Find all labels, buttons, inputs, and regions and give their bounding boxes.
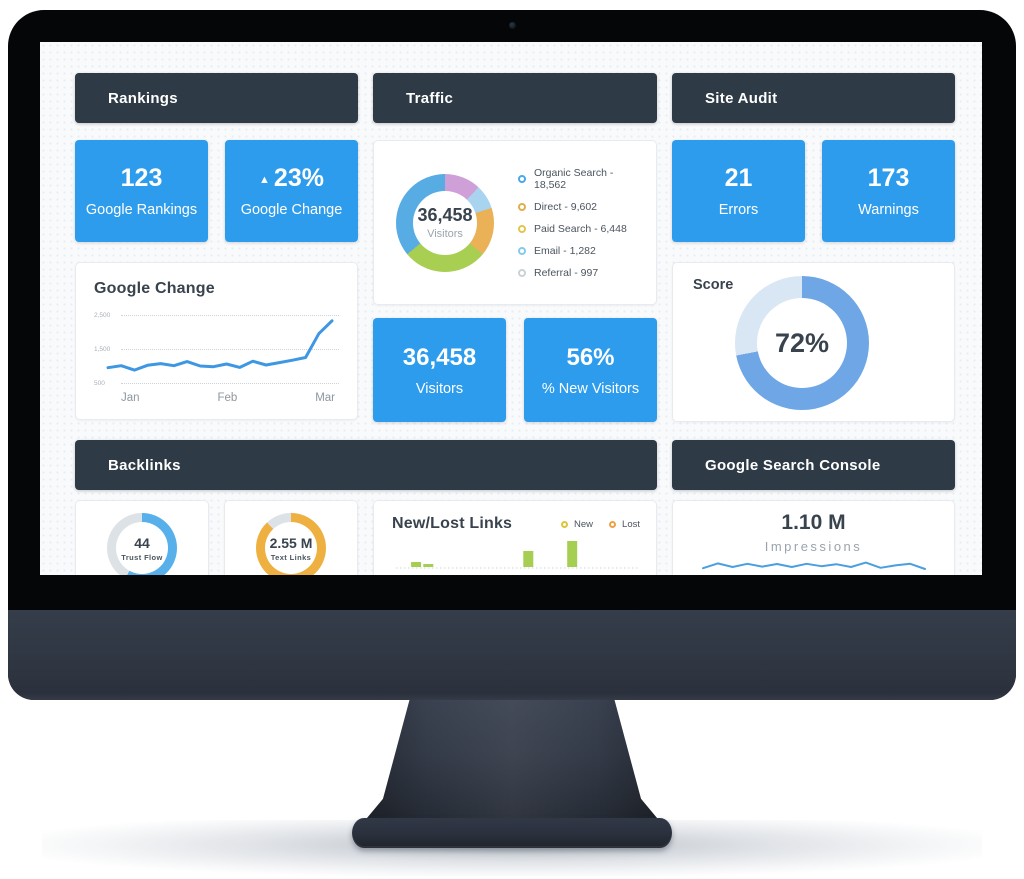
legend-item-referral[interactable]: Referral - 997: [518, 267, 642, 279]
legend-direct-label: Direct - 9,602: [534, 200, 598, 213]
text-links-label: Text Links: [270, 552, 312, 562]
legend-item-email[interactable]: Email - 1,282: [518, 245, 642, 257]
paid-ring-icon: [518, 224, 526, 233]
legend-new-label: New: [574, 518, 594, 530]
google-change-chart-title: Google Change: [94, 280, 215, 297]
trust-flow-value: 44: [134, 534, 150, 551]
score-title: Score: [693, 277, 734, 293]
new-visitors-card[interactable]: 56% % New Visitors: [524, 318, 657, 422]
traffic-section: Traffic 36,458 Visitors Organic Search -…: [373, 73, 657, 422]
google-rankings-label: Google Rankings: [85, 202, 198, 218]
legend-referral-label: Referral - 997: [534, 266, 599, 279]
x-tick-mar: Mar: [315, 392, 335, 404]
up-arrow-icon: ▲: [259, 174, 270, 186]
warnings-card[interactable]: 173 Warnings: [822, 140, 955, 242]
impressions-value: 1.10 M: [781, 511, 846, 534]
rankings-header[interactable]: Rankings: [75, 73, 358, 123]
gsc-header-label: Google Search Console: [705, 456, 881, 474]
y-tick-500: 500: [94, 380, 105, 387]
errors-card[interactable]: 21 Errors: [672, 140, 805, 242]
legend-paid-label: Paid Search - 6,448: [534, 222, 627, 235]
google-change-card[interactable]: ▲ 23% Google Change: [225, 140, 358, 242]
y-tick-2500: 2,500: [94, 312, 111, 319]
legend-item-paid[interactable]: Paid Search - 6,448: [518, 223, 642, 235]
text-links-value: 2.55 M: [269, 534, 313, 551]
new-lost-links-card[interactable]: New/Lost Links New Lost: [373, 500, 657, 575]
new-visitors-value: 56%: [566, 343, 615, 371]
traffic-header[interactable]: Traffic: [373, 73, 657, 123]
google-rankings-card[interactable]: 123 Google Rankings: [75, 140, 208, 242]
google-change-line-chart: 2,500 1,500 500: [94, 311, 343, 387]
new-lost-title: New/Lost Links: [392, 515, 513, 532]
gsc-header[interactable]: Google Search Console: [672, 440, 955, 490]
rankings-section: Rankings 123 Google Rankings ▲ 23% Google…: [75, 73, 358, 422]
errors-label: Errors: [718, 202, 759, 218]
rankings-header-label: Rankings: [108, 89, 178, 107]
dashboard-content: Rankings 123 Google Rankings ▲ 23% Google…: [40, 42, 982, 575]
monitor-stand-base: [352, 818, 672, 848]
visitors-label: Visitors: [415, 380, 464, 397]
legend-item-new[interactable]: New: [561, 519, 593, 530]
visitors-value: 36,458: [402, 343, 477, 371]
google-change-value: 23%: [273, 164, 324, 192]
legend-item-lost[interactable]: Lost: [609, 519, 640, 530]
gridline: [121, 349, 339, 350]
legend-organic-label: Organic Search - 18,562: [534, 166, 614, 191]
text-links-gauge-chart: 2.55 M Text Links: [256, 513, 326, 575]
y-tick-1500: 1,500: [94, 346, 111, 353]
impressions-card[interactable]: 1.10 M Impressions: [672, 500, 955, 575]
dashboard-screen: Rankings 123 Google Rankings ▲ 23% Google…: [40, 42, 982, 575]
traffic-sources-card[interactable]: 36,458 Visitors Organic Search - 18,562 …: [373, 140, 657, 305]
traffic-legend: Organic Search - 18,562 Direct - 9,602 P…: [518, 167, 642, 279]
legend-lost-label: Lost: [622, 518, 640, 530]
monitor-stand-neck: [362, 698, 662, 824]
errors-value: 21: [724, 164, 753, 192]
new-lost-bar-chart: [396, 541, 640, 569]
visitors-card[interactable]: 36,458 Visitors: [373, 318, 506, 422]
google-rankings-value: 123: [120, 164, 163, 192]
monitor-bezel: Rankings 123 Google Rankings ▲ 23% Google…: [8, 10, 1016, 700]
organic-ring-icon: [518, 174, 526, 183]
trust-flow-label: Trust Flow: [121, 552, 163, 562]
google-change-label: Google Change: [240, 202, 343, 218]
site-audit-header-label: Site Audit: [705, 89, 778, 107]
direct-ring-icon: [518, 202, 526, 211]
score-gauge-chart: 72%: [735, 276, 869, 410]
score-value: 72%: [774, 327, 830, 358]
warnings-label: Warnings: [858, 202, 919, 218]
traffic-header-label: Traffic: [406, 89, 454, 107]
new-visitors-label: % New Visitors: [541, 380, 640, 397]
email-ring-icon: [518, 246, 526, 255]
warnings-value: 173: [867, 164, 910, 192]
gridline: [121, 315, 339, 316]
site-audit-header[interactable]: Site Audit: [672, 73, 955, 123]
trust-flow-gauge-chart: 44 Trust Flow: [107, 513, 177, 575]
site-audit-section: Site Audit 21 Errors 173 Warnings: [672, 73, 955, 422]
legend-item-organic[interactable]: Organic Search - 18,562: [518, 167, 642, 191]
lost-ring-icon: [609, 520, 617, 528]
impressions-label: Impressions: [764, 539, 863, 554]
x-tick-feb: Feb: [217, 392, 238, 404]
monitor-chin: [8, 610, 1016, 700]
new-ring-icon: [561, 520, 569, 528]
google-change-chart-card[interactable]: Google Change 2,500 1,500 500: [75, 262, 358, 420]
legend-item-direct[interactable]: Direct - 9,602: [518, 201, 642, 213]
traffic-donut-label: Visitors: [427, 228, 463, 240]
backlinks-header[interactable]: Backlinks: [75, 440, 657, 490]
backlinks-header-label: Backlinks: [108, 456, 181, 474]
trust-flow-card[interactable]: 44 Trust Flow: [75, 500, 209, 575]
traffic-donut-value: 36,458: [417, 205, 473, 225]
webcam-icon: [509, 22, 516, 29]
score-card[interactable]: Score 72%: [672, 262, 955, 422]
gridline: [121, 383, 339, 384]
traffic-donut-chart: 36,458 Visitors: [396, 173, 494, 272]
x-tick-jan: Jan: [121, 392, 140, 404]
google-change-polyline: [106, 319, 334, 372]
referral-ring-icon: [518, 268, 526, 277]
impressions-sparkline: [702, 561, 926, 570]
text-links-card[interactable]: 2.55 M Text Links: [224, 500, 358, 575]
legend-email-label: Email - 1,282: [534, 244, 596, 257]
